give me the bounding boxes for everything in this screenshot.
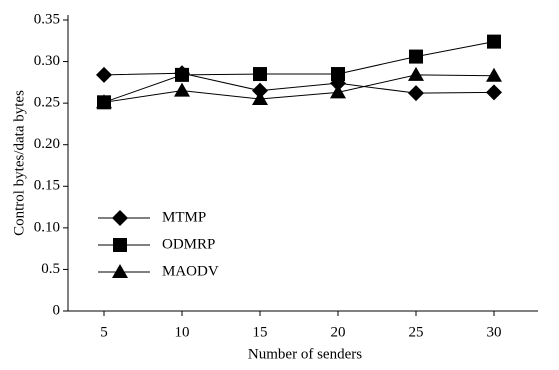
point: [331, 67, 345, 82]
x-tick-label: 25: [409, 324, 424, 340]
x-tick-label: 30: [487, 324, 502, 340]
point: [330, 84, 346, 99]
point: [486, 67, 502, 82]
x-tick-label: 20: [331, 324, 346, 340]
y-tick-label: 0: [53, 302, 61, 318]
point: [408, 85, 424, 102]
point: [253, 67, 267, 82]
legend-marker: [113, 238, 127, 252]
point: [175, 67, 189, 82]
point: [252, 90, 268, 105]
point: [252, 82, 268, 99]
y-tick-label: 0.35: [34, 11, 60, 27]
x-axis-label: Number of senders: [248, 346, 362, 362]
point: [408, 66, 424, 81]
series-line: [103, 41, 495, 103]
series-line: [103, 72, 495, 94]
y-axis-label: Control bytes/data bytes: [11, 90, 27, 236]
point: [96, 66, 112, 83]
point: [486, 84, 502, 101]
point: [174, 82, 190, 97]
point: [96, 94, 112, 109]
point: [409, 49, 423, 64]
series-line: [103, 74, 495, 103]
y-tick-label: 0.25: [34, 95, 60, 111]
legend-marker: [112, 210, 128, 226]
x-tick-label: 5: [100, 324, 108, 340]
y-tick-label: 0.10: [34, 219, 60, 235]
legend-label: ODMRP: [162, 236, 215, 252]
legend-label: MAODV: [162, 263, 219, 279]
y-tick-label: 0.5: [41, 261, 60, 277]
x-tick-label: 10: [175, 324, 190, 340]
y-tick-label: 0.15: [34, 178, 60, 194]
legend-marker: [112, 264, 128, 278]
x-tick-label: 15: [253, 324, 268, 340]
point: [487, 34, 501, 49]
y-tick-label: 0.30: [34, 53, 60, 69]
y-tick-label: 0.20: [34, 136, 60, 152]
legend-label: MTMP: [162, 209, 206, 225]
